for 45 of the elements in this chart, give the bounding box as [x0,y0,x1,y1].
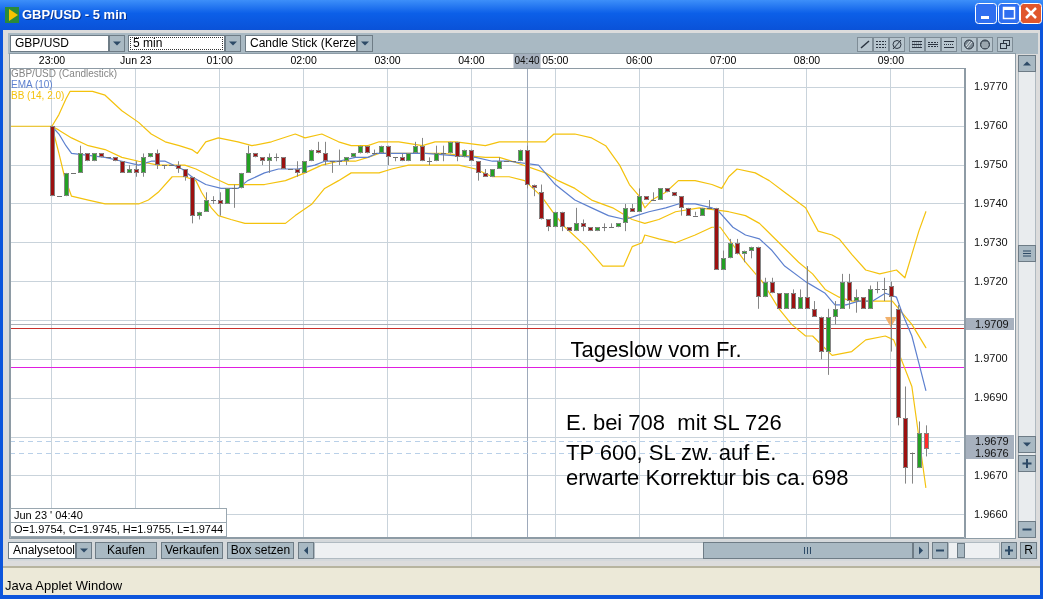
annotation: Tageslow vom Fr. [570,337,742,363]
x-tick-label: 08:00 [793,53,821,66]
button: Kaufen [95,542,157,559]
annotation: O=1.9754, C=1.9745, H=1.9755, L=1.9744 [11,522,227,536]
dropdown: 5 min [128,35,225,52]
x-tick-label: 01:00 [206,53,234,66]
y-tick-label: 1.9760 [974,119,1008,132]
text: GBP/USD (Candlestick) [11,67,118,79]
x-tick-label: Jun 23 [120,53,152,66]
y-tick-label: 1.9730 [974,235,1008,248]
button: Box setzen [227,542,294,559]
button: R [1020,542,1037,559]
button: Verkaufen [161,542,223,559]
annotation: E. bei 708 mit SL 726 [566,410,782,436]
ref-line-label: 1.9676 [975,446,1009,459]
x-tick-label: 04:00 [458,53,485,66]
ref-line-label: 1.9709 [975,317,1009,330]
text: Java Applet Window [5,578,123,594]
y-tick-label: 1.9740 [974,196,1008,209]
x-tick-label: 03:00 [374,53,401,66]
text: EMA (10) [11,78,53,90]
ref-line-label: 1.9679 [975,434,1009,447]
x-tick-label: 23:00 [38,53,66,66]
x-tick-label: 02:00 [290,53,317,66]
y-tick-label: 1.9720 [974,274,1008,287]
y-tick-label: 1.9660 [974,507,1008,520]
dropdown: Analysetool [8,542,76,559]
annotation: erwarte Korrektur bis ca. 698 [566,465,849,491]
x-tick-label: 05:00 [542,53,569,66]
y-tick-label: 1.9770 [974,80,1008,93]
ref-line-label: 04:40 [514,55,540,67]
dropdown: GBP/USD [10,35,109,52]
text: BB (14, 2.0) [11,89,65,101]
info-box: Jun 23 ' 04:40 O=1.9754, C=1.9745, H=1.9755, L=1.9744 [10,508,228,537]
y-tick-label: 1.9670 [974,468,1008,481]
annotation: Jun 23 ' 04:40 [13,509,84,522]
y-tick-label: 1.9690 [974,391,1008,404]
y-tick-label: 1.9700 [974,352,1008,365]
x-tick-label: 07:00 [709,53,737,66]
chart-title: GBP/USD - 5 min [22,7,127,23]
x-tick-label: 09:00 [877,53,905,66]
dropdown: Candle Stick (Kerze [245,35,357,52]
annotation: TP 600, SL zw. auf E. [566,440,777,466]
y-tick-label: 1.9750 [974,158,1008,171]
x-tick-label: 06:00 [626,53,653,66]
